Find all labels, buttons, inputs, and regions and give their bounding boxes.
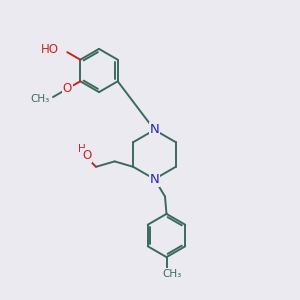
Text: H: H	[78, 144, 86, 154]
Text: CH₃: CH₃	[162, 268, 182, 279]
Text: O: O	[63, 82, 72, 95]
Text: O: O	[82, 149, 91, 162]
Text: CH₃: CH₃	[30, 94, 50, 103]
Text: N: N	[150, 123, 159, 136]
Text: N: N	[150, 172, 159, 186]
Text: HO: HO	[41, 43, 59, 56]
